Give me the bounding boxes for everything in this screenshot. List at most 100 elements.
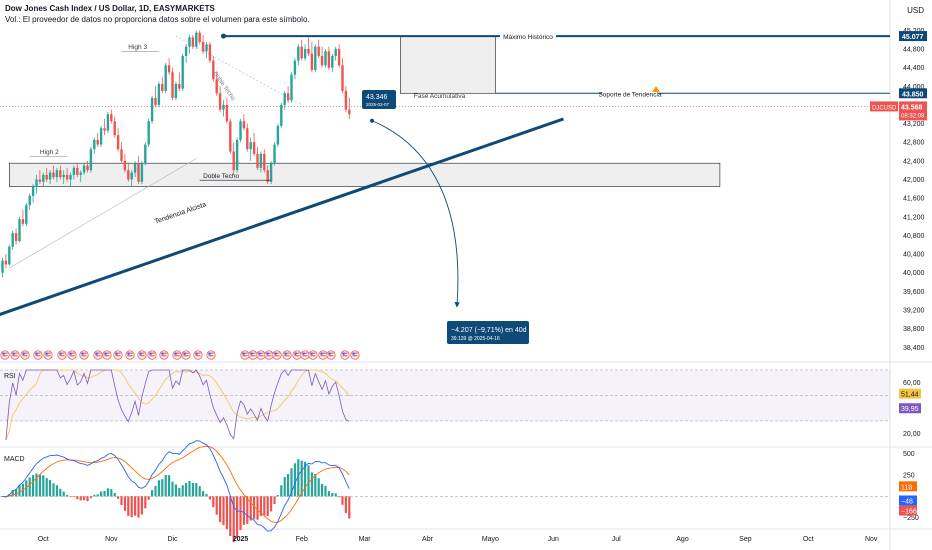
candle-body bbox=[290, 74, 293, 101]
flag-canton bbox=[250, 352, 253, 355]
event-flag-icon bbox=[93, 350, 103, 360]
macd-histogram-bar bbox=[266, 496, 269, 516]
flag-stripe bbox=[328, 355, 334, 357]
event-flag-icon bbox=[79, 350, 89, 360]
flag-ring bbox=[318, 350, 328, 360]
macd-histogram-bar bbox=[178, 488, 181, 497]
candle bbox=[72, 165, 76, 180]
macd-histogram-bar bbox=[35, 473, 38, 497]
candle-body bbox=[239, 121, 242, 140]
macd-histogram-bar bbox=[62, 491, 65, 497]
price-tag-value: 43.850 bbox=[902, 91, 924, 98]
time-axis-label: Ago bbox=[676, 536, 689, 543]
event-flag-icon bbox=[102, 350, 112, 360]
candle bbox=[133, 160, 137, 178]
flag-stripe bbox=[284, 352, 290, 354]
flag-stripe bbox=[95, 352, 101, 354]
candle bbox=[218, 86, 222, 112]
macd-histogram-bar bbox=[147, 496, 150, 500]
candle bbox=[45, 167, 48, 182]
flag-stripe bbox=[12, 355, 18, 357]
macd-histogram-bar bbox=[331, 492, 334, 497]
candle bbox=[280, 102, 283, 129]
macd-tick-label: −250 bbox=[903, 515, 919, 522]
rsi-tick-label: 60,00 bbox=[903, 380, 921, 387]
candle-body bbox=[178, 83, 181, 89]
flag-stripe bbox=[115, 355, 121, 357]
projection-start-value: 43.346 bbox=[366, 94, 388, 101]
flag-stripe bbox=[35, 352, 41, 354]
macd-histogram-bar bbox=[297, 459, 300, 497]
candle bbox=[303, 44, 307, 61]
event-flag-icon bbox=[57, 350, 67, 360]
price-tag-value: 45.077 bbox=[902, 34, 924, 41]
flag-stripe bbox=[149, 355, 155, 357]
event-flag-icon bbox=[43, 350, 53, 360]
flag-canton bbox=[195, 352, 198, 355]
flag-stripe bbox=[174, 355, 180, 357]
macd-histogram-bar bbox=[83, 496, 86, 501]
candle-body bbox=[106, 114, 110, 131]
candle-body bbox=[72, 167, 76, 175]
flag-stripe bbox=[45, 352, 51, 354]
candle bbox=[65, 167, 69, 182]
candle bbox=[259, 151, 263, 173]
flag-stripe bbox=[352, 355, 358, 357]
candle-body bbox=[256, 153, 259, 168]
flag-canton bbox=[115, 352, 118, 355]
macd-histogram-bar bbox=[18, 484, 21, 497]
price-tick-label: 43,200 bbox=[903, 121, 925, 128]
macd-histogram-bar bbox=[195, 482, 198, 497]
candle-body bbox=[249, 142, 252, 150]
macd-histogram-bar bbox=[181, 485, 184, 497]
macd-histogram-bar bbox=[157, 480, 160, 497]
macd-histogram-bar bbox=[52, 483, 55, 497]
macd-histogram-bar bbox=[225, 496, 228, 530]
time-axis-label: Mar bbox=[359, 536, 372, 543]
macd-histogram-bar bbox=[69, 496, 72, 497]
level-label: Máximo Histórico bbox=[503, 34, 553, 41]
candle bbox=[144, 142, 147, 166]
macd-histogram-bar bbox=[72, 496, 75, 498]
macd-histogram-bar bbox=[256, 496, 259, 520]
macd-histogram-bar bbox=[89, 496, 92, 499]
flag-stripe bbox=[284, 355, 290, 357]
flag-canton bbox=[242, 352, 245, 355]
candle-body bbox=[320, 55, 324, 66]
symbol-tag-label: DJCUSD bbox=[872, 105, 897, 111]
candle bbox=[42, 172, 45, 187]
flag-canton bbox=[81, 352, 84, 355]
flag-ring bbox=[292, 350, 302, 360]
candle-body bbox=[1, 260, 4, 273]
candle bbox=[256, 146, 259, 171]
candle bbox=[11, 230, 14, 250]
price-tick-label: 38,400 bbox=[903, 345, 925, 352]
rsi-label: RSI bbox=[4, 373, 16, 380]
macd-tick-label: 500 bbox=[903, 451, 915, 458]
flag-stripe bbox=[274, 355, 280, 357]
macd-histogram-bar bbox=[249, 496, 252, 521]
event-flag-icon bbox=[256, 350, 266, 360]
flag-ring bbox=[43, 350, 53, 360]
candle-body bbox=[99, 128, 103, 145]
flag-ring bbox=[308, 350, 318, 360]
candle bbox=[215, 72, 218, 96]
candle bbox=[137, 156, 140, 185]
candle-body bbox=[171, 72, 174, 98]
volume-note: Vol.: El proveedor de datos no proporcio… bbox=[5, 15, 310, 24]
currency-label[interactable]: USD bbox=[907, 6, 924, 15]
candle-body bbox=[307, 48, 310, 54]
time-axis-label: Sep bbox=[739, 536, 752, 543]
flag-ring bbox=[193, 350, 203, 360]
macd-histogram-bar bbox=[283, 477, 286, 497]
flag-canton bbox=[328, 352, 331, 355]
candle bbox=[89, 146, 93, 173]
flag-stripe bbox=[22, 352, 28, 354]
macd-histogram-bar bbox=[287, 474, 290, 497]
candle bbox=[14, 228, 18, 245]
event-flag-icon bbox=[282, 350, 292, 360]
macd-histogram-bar bbox=[215, 496, 218, 515]
